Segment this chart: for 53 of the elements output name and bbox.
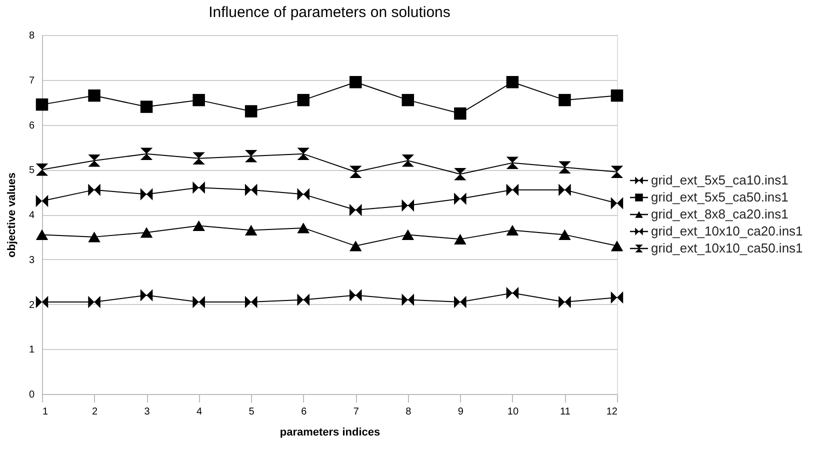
y-tick-label: 8 bbox=[28, 30, 35, 42]
point bbox=[36, 229, 48, 240]
y-tick-label: 5 bbox=[28, 165, 35, 176]
point bbox=[350, 240, 362, 252]
y-tick-label: 1 bbox=[28, 344, 35, 356]
point bbox=[610, 89, 624, 102]
point bbox=[558, 229, 571, 240]
point bbox=[558, 94, 571, 106]
x-tick-label: 4 bbox=[196, 406, 203, 418]
point bbox=[140, 227, 153, 238]
point bbox=[454, 107, 466, 120]
y-tick-label: 2 bbox=[28, 300, 35, 311]
point bbox=[192, 94, 205, 106]
x-axis-title: parameters indices bbox=[280, 426, 380, 438]
chart-title: Influence of parameters on solutions bbox=[208, 4, 450, 21]
y-tick-label: 0 bbox=[28, 390, 35, 400]
x-tick-label: 11 bbox=[560, 406, 571, 418]
x-tick-label: 9 bbox=[458, 406, 464, 418]
legend-label: grid_ext_8x8_ca20.ins1 bbox=[651, 206, 788, 222]
point bbox=[350, 76, 362, 88]
x-tick-label: 6 bbox=[301, 406, 308, 418]
point bbox=[88, 232, 100, 242]
legend-label: grid_ext_5x5_ca50.ins1 bbox=[651, 190, 788, 204]
point bbox=[140, 100, 153, 113]
point bbox=[610, 240, 624, 252]
x-tick-label: 3 bbox=[144, 406, 150, 418]
y-tick-label: 3 bbox=[28, 254, 35, 266]
point bbox=[244, 105, 258, 118]
point bbox=[36, 98, 48, 111]
x-tick-label: 1 bbox=[42, 406, 48, 418]
x-tick-label: 12 bbox=[606, 406, 618, 418]
x-tick-label: 5 bbox=[248, 406, 255, 418]
point bbox=[454, 234, 466, 244]
point bbox=[506, 76, 519, 88]
y-tick-label: 7 bbox=[28, 75, 35, 86]
y-axis-title: objective values bbox=[6, 172, 18, 258]
x-tick-label: 8 bbox=[406, 406, 412, 418]
x-tick-label: 2 bbox=[92, 406, 98, 418]
legend-label: grid_ext_5x5_ca10.ins1 bbox=[651, 172, 788, 188]
point bbox=[402, 94, 414, 106]
point bbox=[506, 224, 519, 236]
y-tick-label: 4 bbox=[28, 210, 35, 221]
point bbox=[297, 222, 310, 234]
point bbox=[297, 94, 310, 106]
point bbox=[244, 224, 258, 236]
point bbox=[402, 229, 414, 240]
x-tick-label: 10 bbox=[507, 406, 519, 418]
point bbox=[88, 89, 100, 102]
x-tick-label: 7 bbox=[353, 406, 360, 418]
legend-label: grid_ext_10x10_ca20.ins1 bbox=[651, 224, 803, 238]
legend-label: grid_ext_10x10_ca50.ins1 bbox=[651, 240, 803, 256]
y-tick-label: 6 bbox=[28, 120, 35, 132]
point bbox=[192, 220, 205, 232]
